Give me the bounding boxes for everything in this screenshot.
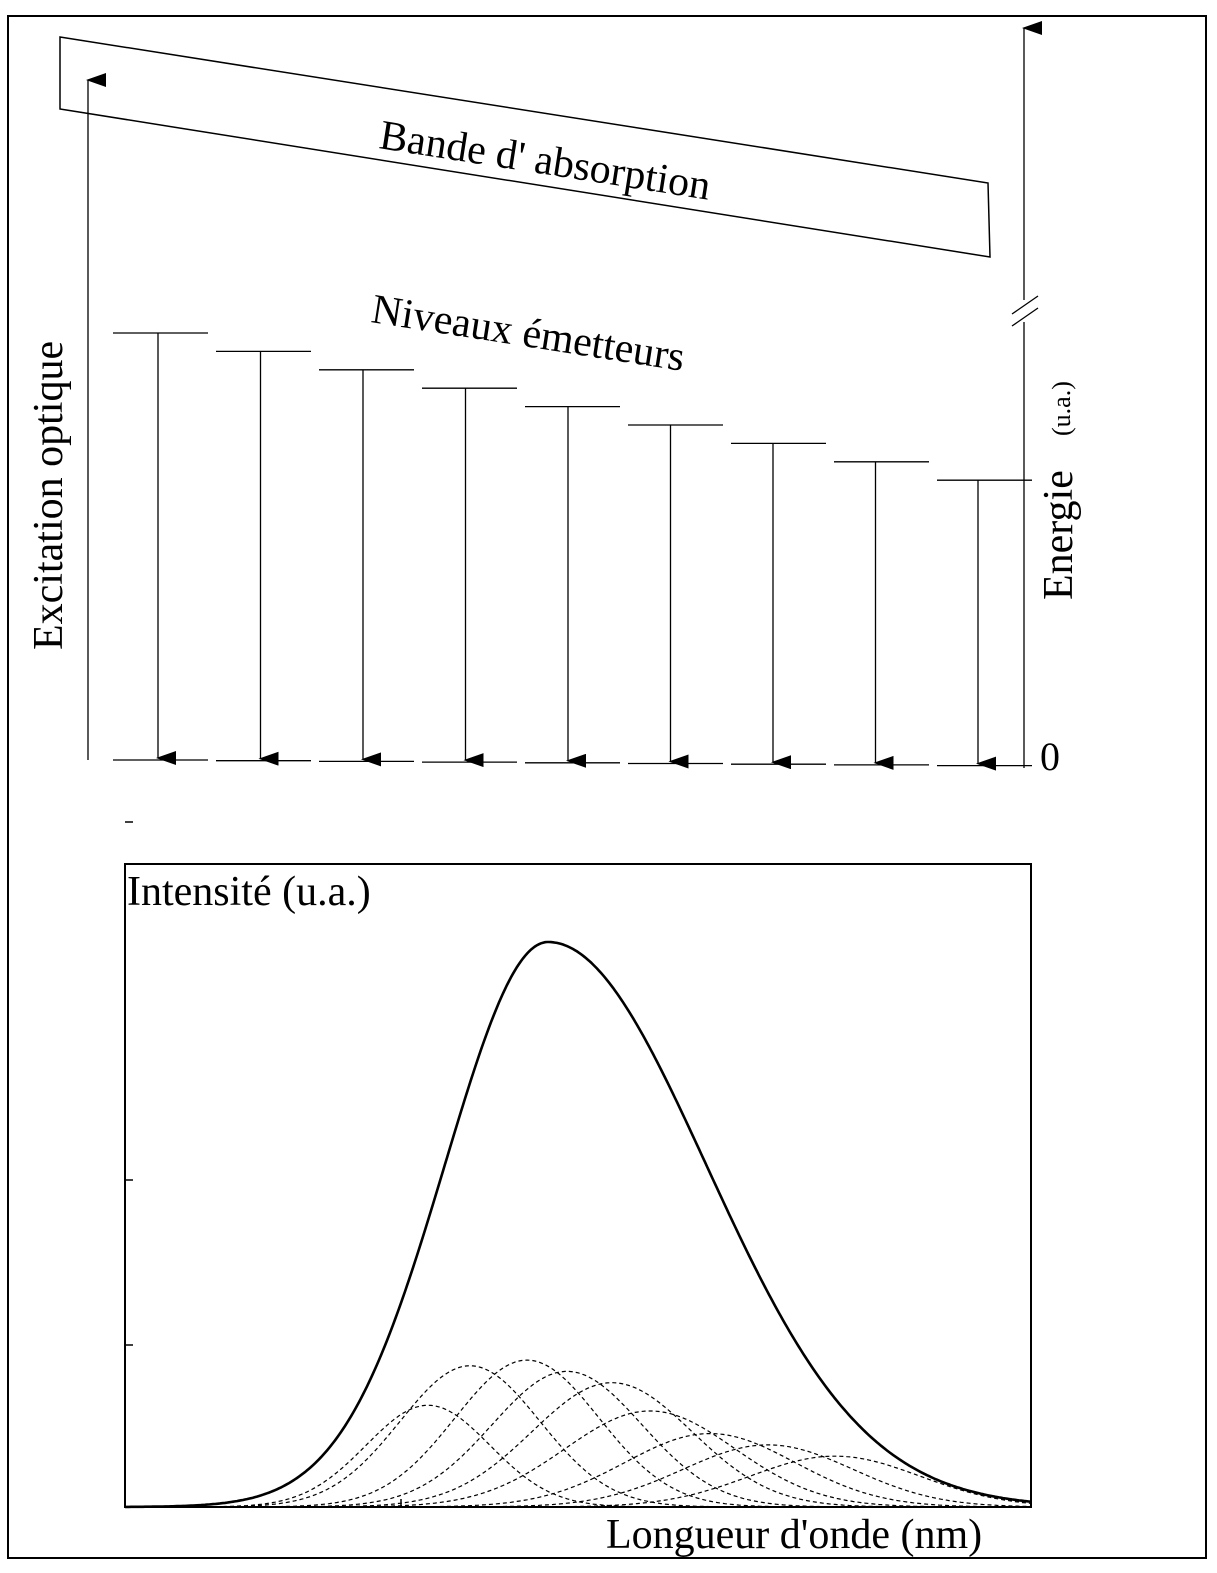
- outer-frame: [7, 15, 1207, 1559]
- zero-label: 0: [1040, 734, 1060, 779]
- component-emission-curve: [125, 1455, 1032, 1508]
- energy-label: Energie: [1036, 470, 1082, 600]
- emitting-levels: [113, 332, 1032, 771]
- component-emission-curve: [125, 1444, 1032, 1508]
- absorption-band-label: Bande d' absorption: [376, 112, 713, 209]
- component-emission-curve: [125, 1370, 1031, 1508]
- absorption-band: [59, 36, 991, 258]
- component-emission-curve: [125, 1410, 1031, 1508]
- axis-break-mark-1: [1011, 295, 1039, 315]
- energy-unit: (u.a.): [1047, 381, 1076, 436]
- chart-frame: [124, 863, 1032, 1508]
- excitation-label: Excitation optique: [26, 341, 72, 650]
- axis-break-mark-2: [1011, 307, 1039, 327]
- component-emission-curve: [125, 1365, 1031, 1508]
- total-emission-curve: [125, 940, 1032, 1509]
- chart-curves: [125, 940, 1032, 1509]
- component-emission-curve: [125, 1382, 1031, 1508]
- emitting-levels-label: Niveaux émetteurs: [368, 286, 687, 380]
- x-axis-label: Longueur d'onde (nm): [606, 1512, 982, 1558]
- y-axis-label: Intensité (u.a.): [127, 869, 371, 915]
